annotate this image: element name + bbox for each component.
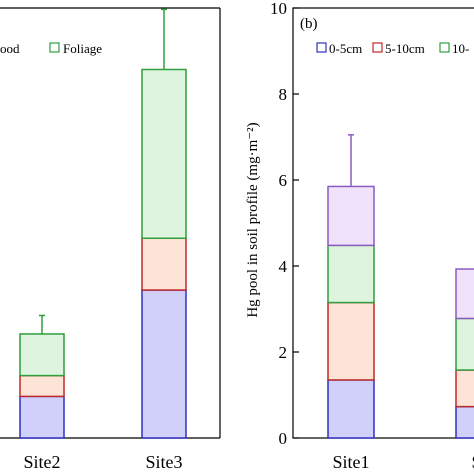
panel-b-y-tick-label-10: 10: [270, 0, 287, 18]
panel-b-bar-si-seg-4: [455, 268, 474, 320]
panel-a-bar-site3-seg-1: [141, 289, 187, 439]
panel-b-label: (b): [300, 16, 318, 32]
panel-a: Site2 Site3 ood Foliage: [0, 7, 221, 472]
panel-b-bar-si-seg-1: [455, 405, 474, 439]
panel-b-y-tick-label-2: 2: [279, 343, 288, 362]
panel-b-bar-site1-seg-4: [327, 185, 375, 247]
panel-b-y-tick-label-8: 8: [279, 85, 288, 104]
panel-b: 0 2 4 6 8 10 Site1 Si (b) 0-5cm 5-10cm 10- Hg …: [245, 0, 474, 472]
panel-b-bar-site1-seg-1: [327, 379, 375, 439]
panel-a-category-label-site3: Site3: [145, 452, 182, 472]
panel-b-legend-label-1: 0-5cm: [329, 41, 362, 56]
panel-b-bars: [327, 134, 474, 439]
panel-b-bar-si-seg-2: [455, 369, 474, 408]
panel-b-frame: [292, 7, 474, 439]
panel-b-legend-label-3: 10-: [452, 41, 469, 56]
panel-b-legend-swatch-2: [372, 42, 383, 53]
panel-b-bar-si-seg-3: [455, 317, 474, 371]
panel-a-category-label-site2: Site2: [23, 452, 60, 472]
panel-a-legend: ood Foliage: [0, 41, 102, 56]
panel-a-legend-swatch-2: [49, 42, 60, 53]
panel-a-legend-label-2: Foliage: [63, 41, 102, 56]
panel-a-bar-site2-seg-1: [19, 395, 65, 439]
panel-b-y-tick-label-4: 4: [279, 257, 288, 276]
panel-b-bar-site1-seg-2: [327, 301, 375, 381]
panel-a-legend-label-1: ood: [0, 41, 20, 56]
panel-b-category-labels: Site1 Si: [332, 452, 474, 472]
panel-b-legend-label-2: 5-10cm: [385, 41, 425, 56]
panel-b-y-tick-label-0: 0: [279, 429, 288, 448]
panel-a-category-labels: Site2 Site3: [23, 452, 182, 472]
panel-a-bar-site2-seg-2: [19, 374, 65, 398]
panel-b-legend-swatch-3: [439, 42, 450, 53]
panel-b-y-axis-label: Hg pool in soil profile (mg·m⁻²): [245, 122, 261, 317]
panel-b-y-ticks: 0 2 4 6 8 10: [270, 0, 299, 448]
panel-b-category-label-si: Si: [471, 452, 474, 472]
panel-a-bars: [19, 8, 187, 439]
panel-b-category-label-site1: Site1: [332, 452, 369, 472]
panel-a-bar-site3-seg-2: [141, 237, 187, 291]
panel-b-y-tick-label-6: 6: [279, 171, 288, 190]
panel-a-bar-site2-seg-3: [19, 333, 65, 377]
panel-b-legend-swatch-1: [316, 42, 327, 53]
panel-b-legend: 0-5cm 5-10cm 10-: [316, 41, 469, 56]
panel-a-bar-site3-seg-3: [141, 68, 187, 240]
panel-b-bar-site1-seg-3: [327, 244, 375, 304]
